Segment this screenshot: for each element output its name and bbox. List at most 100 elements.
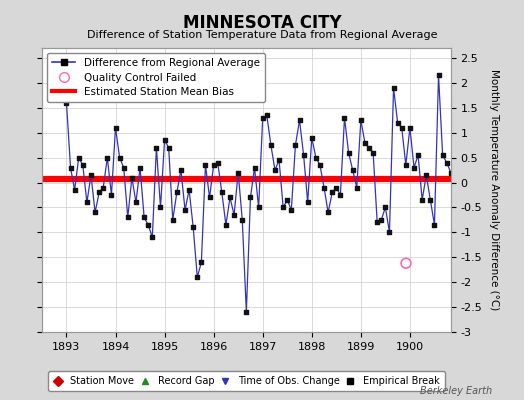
Point: [140, 214, 148, 221]
Point: [124, 214, 132, 221]
Point: [398, 124, 406, 131]
Point: [144, 222, 152, 228]
Point: [353, 184, 361, 191]
Text: MINNESOTA CITY: MINNESOTA CITY: [183, 14, 341, 32]
Point: [389, 85, 398, 91]
Point: [238, 217, 246, 223]
Point: [95, 189, 103, 196]
Point: [79, 162, 87, 168]
Point: [271, 167, 279, 173]
Point: [434, 72, 443, 79]
Point: [316, 162, 324, 168]
Point: [287, 207, 296, 213]
Point: [328, 189, 336, 196]
Point: [401, 162, 410, 168]
Point: [115, 154, 124, 161]
Point: [99, 184, 107, 191]
Point: [119, 164, 128, 171]
Point: [283, 197, 291, 203]
Point: [258, 114, 267, 121]
Point: [291, 142, 300, 148]
Y-axis label: Monthly Temperature Anomaly Difference (°C): Monthly Temperature Anomaly Difference (…: [489, 69, 499, 311]
Text: Berkeley Earth: Berkeley Earth: [420, 386, 493, 396]
Point: [136, 164, 144, 171]
Point: [173, 189, 181, 196]
Point: [263, 112, 271, 118]
Point: [299, 152, 308, 158]
Point: [385, 229, 394, 236]
Point: [201, 162, 210, 168]
Point: [320, 184, 328, 191]
Point: [267, 142, 275, 148]
Point: [250, 164, 259, 171]
Point: [344, 150, 353, 156]
Point: [128, 174, 136, 181]
Point: [361, 140, 369, 146]
Point: [340, 114, 348, 121]
Point: [377, 217, 386, 223]
Point: [87, 172, 95, 178]
Point: [83, 199, 91, 206]
Point: [312, 154, 320, 161]
Point: [242, 309, 250, 315]
Point: [336, 192, 345, 198]
Point: [332, 184, 341, 191]
Point: [348, 167, 357, 173]
Point: [226, 194, 234, 201]
Point: [365, 144, 373, 151]
Point: [169, 217, 177, 223]
Point: [222, 222, 230, 228]
Point: [111, 124, 119, 131]
Point: [381, 204, 389, 211]
Point: [406, 124, 414, 131]
Point: [197, 259, 205, 266]
Point: [451, 164, 459, 171]
Point: [214, 159, 222, 166]
Point: [402, 260, 410, 266]
Point: [394, 120, 402, 126]
Point: [308, 134, 316, 141]
Point: [91, 209, 99, 216]
Point: [279, 204, 287, 211]
Point: [426, 197, 434, 203]
Point: [152, 144, 160, 151]
Point: [369, 150, 377, 156]
Point: [177, 167, 185, 173]
Point: [296, 117, 304, 124]
Point: [67, 164, 75, 171]
Point: [324, 209, 332, 216]
Point: [181, 207, 189, 213]
Point: [443, 159, 451, 166]
Point: [160, 137, 169, 143]
Point: [430, 222, 439, 228]
Point: [103, 154, 112, 161]
Point: [185, 187, 193, 193]
Point: [210, 162, 218, 168]
Point: [70, 187, 79, 193]
Point: [230, 212, 238, 218]
Point: [62, 100, 71, 106]
Point: [234, 169, 243, 176]
Point: [193, 274, 202, 280]
Point: [255, 204, 263, 211]
Point: [357, 117, 365, 124]
Point: [217, 189, 226, 196]
Point: [275, 157, 283, 163]
Point: [414, 152, 422, 158]
Point: [439, 152, 447, 158]
Point: [422, 172, 430, 178]
Point: [156, 204, 165, 211]
Point: [446, 169, 455, 176]
Point: [410, 164, 418, 171]
Point: [74, 154, 83, 161]
Point: [148, 234, 157, 240]
Legend: Station Move, Record Gap, Time of Obs. Change, Empirical Break: Station Move, Record Gap, Time of Obs. C…: [48, 371, 444, 391]
Point: [418, 197, 427, 203]
Point: [246, 194, 255, 201]
Point: [205, 194, 214, 201]
Point: [107, 192, 116, 198]
Point: [189, 224, 198, 230]
Point: [373, 219, 381, 226]
Point: [165, 144, 173, 151]
Point: [132, 199, 140, 206]
